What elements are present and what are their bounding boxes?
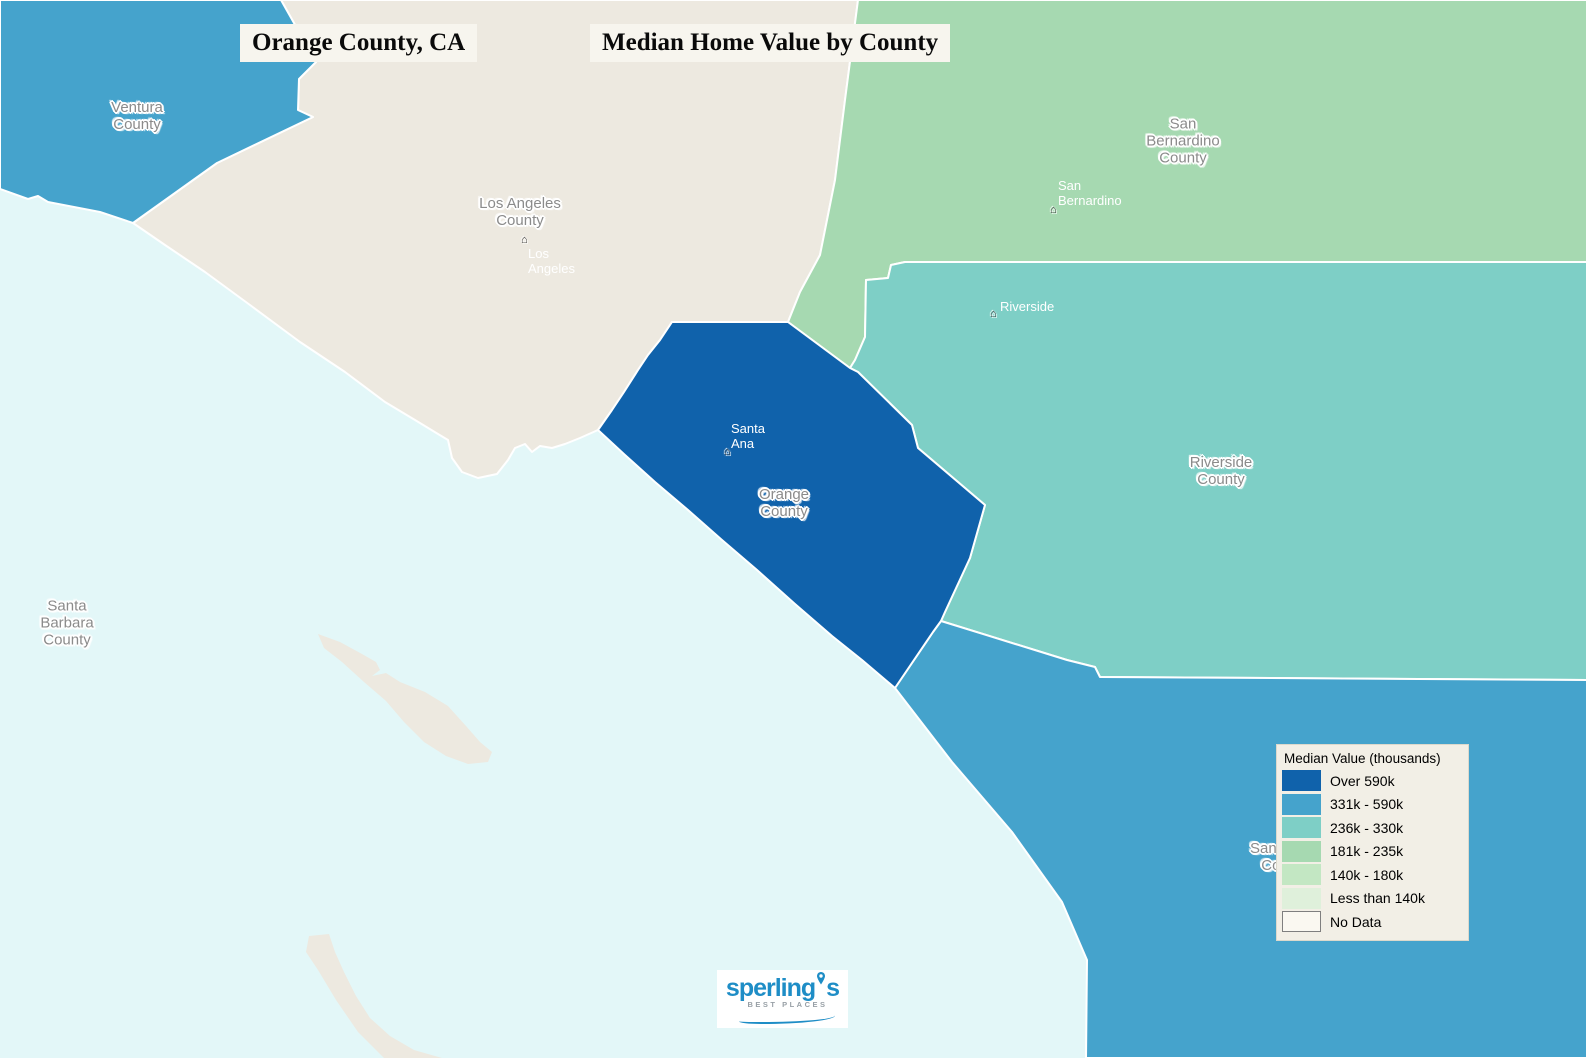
legend-swatch-236k-330k [1282,817,1321,839]
county-label-ventura: Ventura County [111,99,163,133]
legend-row: 236k - 330k [1282,816,1462,840]
legend-swatch-less-than-140k [1282,887,1321,909]
island-catalina [318,634,492,764]
county-label-los-angeles: Los Angeles County [479,195,561,229]
location-pin-icon [817,972,826,985]
county-orange-region[interactable] [597,321,986,689]
legend-swatch-331k-590k [1282,793,1321,815]
legend-title: Median Value (thousands) [1284,751,1441,766]
legend-row: 331k - 590k [1282,793,1462,817]
county-label-orange: Orange County [758,486,810,520]
city-label-santa-ana: Santa Ana [731,421,765,451]
sperlings-wordmark: sperling s [725,972,840,1002]
county-san-diego-region[interactable] [894,620,1587,1058]
county-label-santa-barbara: Santa Barbara County [40,597,94,649]
county-label-san-bernardino: San Bernardino County [1146,115,1220,167]
map-legend: Median Value (thousands) Over 590k 331k … [1276,744,1469,941]
city-label-los-angeles: Los Angeles [528,246,575,276]
legend-swatch-181k-235k [1282,840,1321,862]
legend-swatch-140k-180k [1282,864,1321,886]
legend-swatch-over-590k [1282,770,1321,792]
page-title: Median Home Value by County [590,24,951,62]
sperlings-tagline: BEST PLACES [747,1000,828,1009]
location-title: Orange County, CA [240,24,478,62]
city-marker-icon [990,309,1000,319]
county-ventura-region[interactable] [0,0,317,224]
city-label-san-bernardino: San Bernardino [1058,178,1122,208]
legend-row: 181k - 235k [1282,840,1462,864]
county-label-riverside: Riverside County [1189,454,1253,488]
sperlings-logo[interactable]: sperling s BEST PLACES [717,970,848,1028]
legend-row: Less than 140k [1282,887,1462,911]
legend-swatch-no-data [1282,911,1321,933]
island-san-clemente [306,934,442,1058]
city-label-riverside: Riverside [1000,299,1055,314]
city-marker-icon [521,235,531,245]
logo-swoosh [739,1013,835,1024]
legend-row: 140k - 180k [1282,863,1462,887]
legend-row: Over 590k [1282,769,1462,793]
legend-row: No Data [1282,910,1462,934]
